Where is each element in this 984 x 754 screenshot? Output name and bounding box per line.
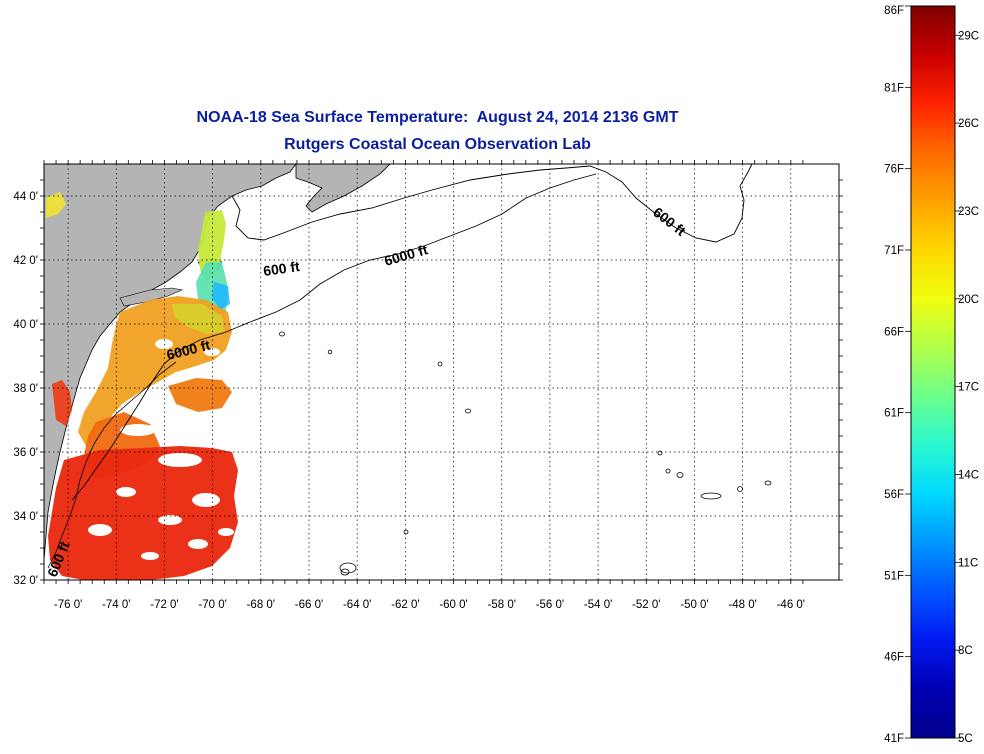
lat-tick-label: 34 0' (13, 511, 38, 523)
colorbar-c-label: 5C (958, 733, 973, 745)
colorbar-f-label: 66F (884, 326, 904, 338)
lat-tick-label: 44 0' (13, 191, 38, 203)
colorbar-c-label: 11C (958, 557, 978, 569)
colorbar-c-label: 17C (958, 382, 979, 394)
lat-tick-label: 32 0' (13, 575, 38, 587)
map-subtitle: Rutgers Coastal Ocean Observation Lab (284, 136, 591, 153)
lat-tick-label: 40 0' (13, 319, 38, 331)
lon-tick-label: -46 0' (777, 599, 805, 611)
lon-tick-label: -52 0' (632, 599, 660, 611)
gridlines (44, 164, 839, 581)
lon-tick-label: -56 0' (536, 599, 564, 611)
colorbar-f-label: 56F (884, 489, 904, 501)
lat-tick-label: 38 0' (13, 383, 38, 395)
map-title: NOAA-18 Sea Surface Temperature: August … (196, 109, 679, 126)
colorbar-f-label: 51F (884, 570, 904, 582)
colorbar-f-label: 46F (884, 652, 904, 664)
sst-patch-maine-coast (46, 192, 66, 218)
lon-tick-label: -64 0' (343, 599, 371, 611)
lon-tick-label: -48 0' (728, 599, 756, 611)
colorbar-f-label: 81F (884, 82, 904, 94)
lon-tick-label: -54 0' (584, 599, 612, 611)
land-mass-long-island (119, 287, 184, 307)
lon-tick-label: -58 0' (488, 599, 516, 611)
contour-600ft (231, 164, 753, 243)
land-mass-nova-scotia (295, 164, 391, 213)
contour-label-600ft-north: 600 ft (262, 258, 301, 279)
lon-tick-label: -50 0' (680, 599, 708, 611)
sst-patch-slope-orange (168, 378, 232, 412)
colorbar-c-label: 20C (958, 294, 979, 306)
cloud-gaps (88, 339, 234, 560)
colorbar-f-label: 76F (884, 164, 904, 176)
lon-tick-label: -66 0' (295, 599, 323, 611)
lon-tick-label: -70 0' (198, 599, 226, 611)
colorbar-c-label: 23C (958, 206, 979, 218)
colorbar-scale (910, 5, 956, 739)
colorbar-c-label: 26C (958, 118, 979, 130)
colorbar-f-label: 71F (884, 245, 904, 257)
colorbar-f-label: 41F (884, 733, 904, 745)
colorbar: 86F 81F 76F 71F 66F 61F 56F 51F 46F 41F 29C 26C 23C… (884, 5, 979, 745)
longitude-axis: -76 0' -74 0' -72 0' -70 0' -68 0' -66 0' -64 … (43, 160, 805, 611)
colorbar-f-label: 86F (884, 5, 904, 17)
lon-tick-label: -68 0' (247, 599, 275, 611)
colorbar-c-label: 8C (958, 645, 973, 657)
lon-tick-label: -74 0' (102, 599, 130, 611)
sst-patch-chesapeake (52, 380, 72, 426)
lon-tick-label: -62 0' (391, 599, 419, 611)
contour-6000ft (71, 173, 597, 501)
contour-shelf-south (47, 361, 177, 569)
lon-tick-label: -72 0' (150, 599, 178, 611)
lat-tick-label: 36 0' (13, 447, 38, 459)
lat-tick-label: 42 0' (13, 255, 38, 267)
sst-patch-gulf-stream-south (48, 446, 238, 580)
sst-patch-shelf-yellow (172, 304, 224, 334)
colorbar-c-label: 29C (958, 30, 979, 42)
colorbar-f-label: 61F (884, 408, 904, 420)
land-mass-north-america (44, 164, 297, 561)
lon-tick-label: -76 0' (54, 599, 82, 611)
lon-tick-label: -60 0' (439, 599, 467, 611)
sst-patch-cold-core (212, 282, 230, 310)
latitude-axis: 44 0' 42 0' 40 0' 38 0' 36 0' 34 0' 32 0' (13, 179, 843, 587)
colorbar-c-label: 14C (958, 469, 979, 481)
colorbar-celsius-labels: 29C 26C 23C 20C 17C 14C 11C 8C 5C (955, 30, 979, 745)
colorbar-fahrenheit-labels: 86F 81F 76F 71F 66F 61F 56F 51F 46F 41F (884, 5, 911, 745)
seamount-contours (279, 331, 772, 576)
